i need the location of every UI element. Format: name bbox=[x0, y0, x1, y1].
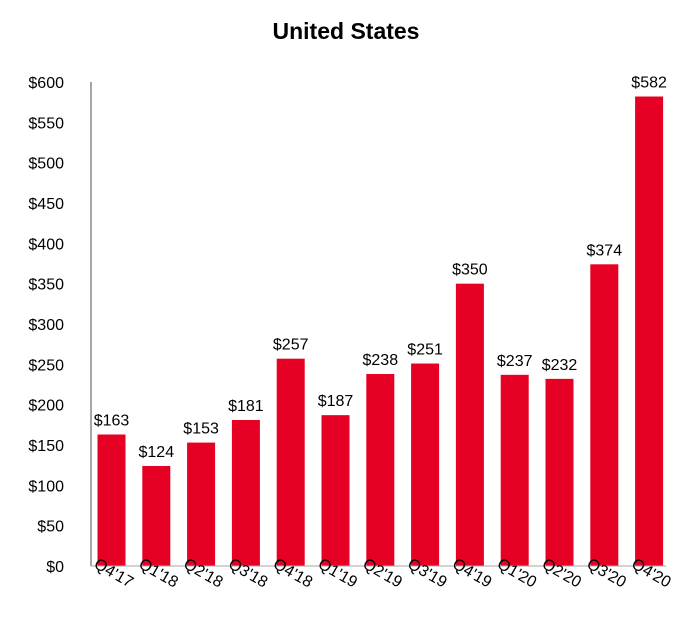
bar bbox=[500, 374, 529, 566]
y-tick-label: $350 bbox=[28, 277, 64, 294]
data-labels: $163 $124 $153 $181 $257 $187 $238 $251 $350 $237… bbox=[94, 75, 667, 461]
bar bbox=[276, 358, 305, 566]
y-tick-label: $300 bbox=[28, 317, 64, 334]
bar bbox=[187, 442, 216, 566]
data-label: $238 bbox=[363, 352, 399, 369]
data-label: $187 bbox=[318, 393, 354, 410]
bar bbox=[545, 378, 574, 566]
data-label: $251 bbox=[407, 342, 443, 359]
chart-title: United States bbox=[273, 18, 420, 44]
y-tick-label: $50 bbox=[37, 519, 64, 536]
data-label: $232 bbox=[542, 357, 578, 374]
data-label: $582 bbox=[631, 75, 667, 92]
y-tick-label: $250 bbox=[28, 357, 64, 374]
bar bbox=[590, 264, 619, 566]
y-tick-label: $150 bbox=[28, 438, 64, 455]
data-label: $237 bbox=[497, 353, 533, 370]
y-tick-label: $200 bbox=[28, 398, 64, 415]
bar bbox=[231, 419, 260, 566]
bar bbox=[455, 283, 484, 566]
bar bbox=[366, 374, 395, 566]
bar bbox=[411, 363, 440, 566]
y-axis: $0 $50 $100 $150 $200 $250 $300 $350 $400 $450 $50… bbox=[28, 75, 92, 576]
data-label: $163 bbox=[94, 413, 130, 430]
data-label: $124 bbox=[139, 444, 175, 461]
data-label: $374 bbox=[587, 242, 623, 259]
y-tick-label: $100 bbox=[28, 478, 64, 495]
y-tick-label: $600 bbox=[28, 75, 64, 92]
bar bbox=[321, 415, 350, 566]
bar bbox=[142, 465, 171, 566]
y-tick-label: $0 bbox=[46, 559, 64, 576]
bars bbox=[97, 96, 664, 567]
y-tick-label: $450 bbox=[28, 196, 64, 213]
bar bbox=[97, 434, 126, 566]
data-label: $257 bbox=[273, 337, 309, 354]
data-label: $153 bbox=[183, 421, 219, 438]
y-tick-label: $400 bbox=[28, 236, 64, 253]
data-label: $350 bbox=[452, 262, 488, 279]
bar bbox=[635, 96, 664, 567]
y-tick-label: $550 bbox=[28, 115, 64, 132]
y-tick-label: $500 bbox=[28, 156, 64, 173]
data-label: $181 bbox=[228, 398, 264, 415]
